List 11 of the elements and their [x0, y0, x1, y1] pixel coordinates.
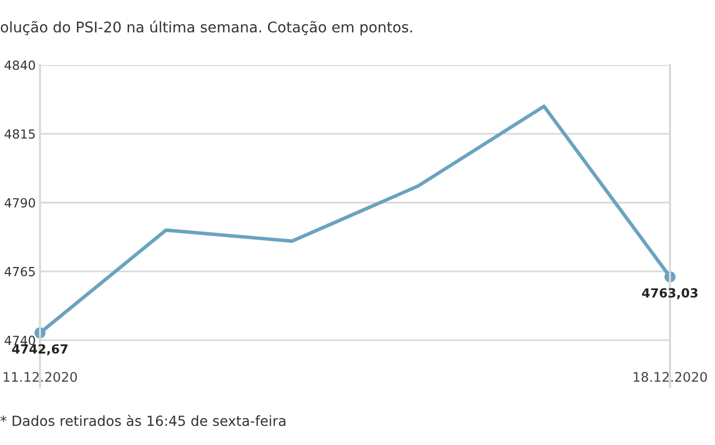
data-label: 4763,03 — [642, 288, 698, 300]
data-label: 4742,67 — [12, 344, 68, 356]
y-tick-label: 4840 — [4, 60, 36, 70]
chart-title: olução do PSI-20 na última semana. Cotação em pontos. — [0, 20, 412, 36]
x-tick-label: 11.12.2020 — [4, 372, 77, 382]
y-tick-label: 4740 — [4, 336, 36, 346]
y-tick-label: 4765 — [4, 266, 35, 276]
y-tick-label: 4815 — [4, 129, 35, 139]
y-tick-label: 4790 — [4, 198, 36, 208]
x-tick-label: 18.12.2020 — [634, 372, 707, 382]
text: * Dados retirados às 16:45 de sexta-feira — [0, 414, 286, 426]
